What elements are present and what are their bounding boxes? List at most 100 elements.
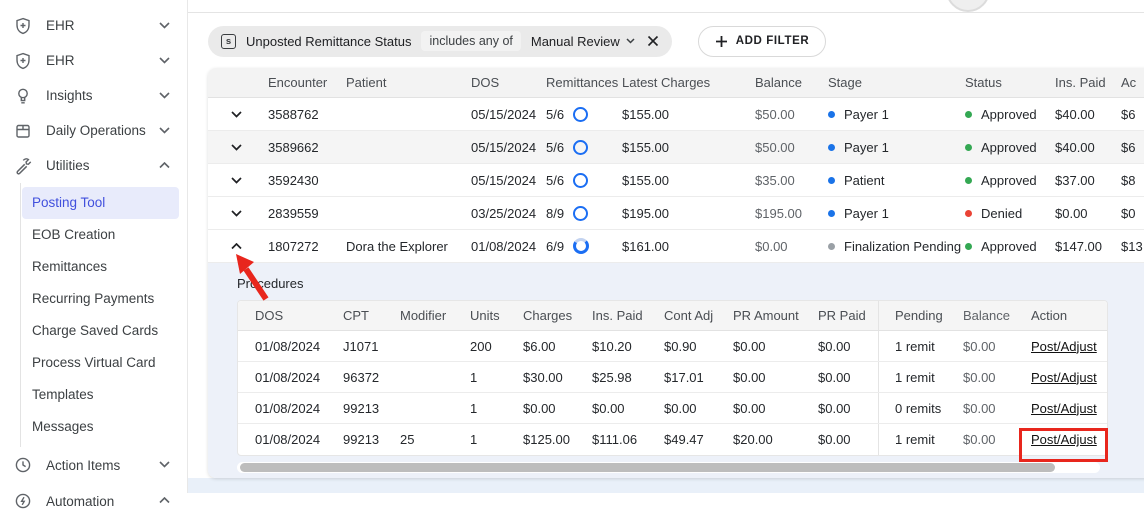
col-header: Ac bbox=[1121, 75, 1137, 90]
col-header: Ins. Paid bbox=[592, 308, 643, 323]
sidebar-item-posting-tool[interactable]: Posting Tool bbox=[22, 187, 179, 219]
stage-dot bbox=[828, 176, 835, 184]
stage-label: Payer 1 bbox=[844, 106, 889, 122]
filter-remove-icon[interactable] bbox=[647, 35, 659, 47]
expanded-row-panel: Procedures DOS CPT Modifier Units Charge… bbox=[208, 263, 1144, 478]
stage-label: Payer 1 bbox=[844, 205, 889, 221]
table-row[interactable]: 2839559 03/25/2024 8/9 $195.00 $195.00 P… bbox=[208, 197, 1144, 230]
chevron-up-icon bbox=[159, 497, 171, 505]
sidebar-item-remittances[interactable]: Remittances bbox=[32, 259, 108, 274]
dos: 05/15/2024 bbox=[471, 106, 537, 122]
sidebar-item-insights[interactable]: Insights bbox=[0, 78, 187, 113]
latest-charges: $195.00 bbox=[622, 205, 669, 221]
sidebar-item-label: Utilities bbox=[46, 158, 90, 173]
scrollbar-thumb[interactable] bbox=[240, 463, 1055, 472]
sidebar-item-daily-operations[interactable]: Daily Operations bbox=[0, 113, 187, 148]
horizontal-scrollbar[interactable] bbox=[237, 462, 1100, 473]
chevron-down-icon bbox=[159, 461, 171, 469]
stage-label: Patient bbox=[844, 172, 885, 188]
encounter-id: 3588762 bbox=[268, 106, 319, 122]
status-dot bbox=[965, 143, 972, 151]
procedures-table: DOS CPT Modifier Units Charges Ins. Paid… bbox=[237, 300, 1108, 456]
clipped-cell: $0 bbox=[1121, 205, 1136, 221]
clipped-cell: $6 bbox=[1121, 106, 1136, 122]
filter-bar: s Unposted Remittance Status includes an… bbox=[208, 25, 827, 57]
encounter-id: 3592430 bbox=[268, 172, 319, 188]
col-header: CPT bbox=[343, 308, 369, 323]
col-header: Encounter bbox=[268, 75, 328, 90]
stage-dot bbox=[828, 209, 835, 217]
expand-row-button[interactable] bbox=[227, 140, 246, 155]
sidebar-item-process-virtual-card[interactable]: Process Virtual Card bbox=[32, 355, 156, 370]
procedure-row: 01/08/2024 99213 25 1 $125.00 $111.06 $4… bbox=[238, 424, 1107, 455]
expand-row-button[interactable] bbox=[227, 206, 246, 221]
ins-paid: $147.00 bbox=[1055, 238, 1102, 254]
filter-pill[interactable]: s Unposted Remittance Status includes an… bbox=[208, 25, 672, 57]
remittance-progress-icon bbox=[573, 172, 589, 188]
encounters-table: Encounter Patient DOS Remittances Latest… bbox=[208, 68, 1144, 478]
clock-icon bbox=[14, 456, 32, 474]
sidebar-item-automation[interactable]: Automation bbox=[0, 483, 187, 519]
stage-label: Finalization Pending bbox=[844, 238, 961, 254]
col-header: Cont Adj bbox=[664, 308, 714, 323]
sidebar-item-recurring-payments[interactable]: Recurring Payments bbox=[32, 291, 155, 306]
expand-row-button[interactable] bbox=[227, 173, 246, 188]
filter-value-dropdown[interactable]: Manual Review bbox=[531, 34, 635, 49]
wrench-icon bbox=[14, 157, 32, 175]
sidebar-item-eob-creation[interactable]: EOB Creation bbox=[32, 227, 116, 242]
add-filter-button[interactable]: ADD FILTER bbox=[697, 25, 827, 57]
ins-paid: $40.00 bbox=[1055, 106, 1095, 122]
status-label: Approved bbox=[981, 139, 1037, 155]
col-header: Status bbox=[965, 75, 1002, 90]
procedures-header-row: DOS CPT Modifier Units Charges Ins. Paid… bbox=[238, 301, 1107, 331]
sidebar-item-templates[interactable]: Templates bbox=[32, 387, 94, 402]
post-adjust-link[interactable]: Post/Adjust bbox=[1031, 369, 1097, 385]
sidebar-item-label: Action Items bbox=[46, 457, 121, 473]
avatar[interactable] bbox=[946, 0, 990, 12]
dos: 05/15/2024 bbox=[471, 139, 537, 155]
page-background bbox=[188, 478, 1144, 493]
remittance-count: 8/9 bbox=[546, 205, 565, 221]
sidebar-item-utilities[interactable]: Utilities bbox=[0, 148, 187, 183]
table-row-expanded[interactable]: 1807272 Dora the Explorer 01/08/2024 6/9… bbox=[208, 230, 1144, 263]
post-adjust-link[interactable]: Post/Adjust bbox=[1031, 400, 1097, 416]
sidebar-item-action-items[interactable]: Action Items bbox=[0, 447, 187, 483]
calendar-icon bbox=[14, 122, 32, 140]
post-adjust-link-highlighted[interactable]: Post/Adjust bbox=[1031, 432, 1097, 447]
sidebar-item-charge-saved-cards[interactable]: Charge Saved Cards bbox=[32, 323, 159, 338]
dos: 01/08/2024 bbox=[471, 238, 537, 254]
remittance-count: 5/6 bbox=[546, 172, 565, 188]
status-label: Denied bbox=[981, 205, 1023, 221]
chevron-down-icon bbox=[159, 91, 171, 100]
col-header: Action bbox=[1031, 308, 1068, 323]
sidebar-item-messages[interactable]: Messages bbox=[32, 419, 94, 434]
chevron-down-icon bbox=[159, 126, 171, 135]
sidebar-item-ehr-1[interactable]: EHR bbox=[0, 8, 187, 43]
procedures-title: Procedures bbox=[237, 276, 304, 291]
col-header: PR Paid bbox=[818, 308, 866, 323]
clipped-cell: $13 bbox=[1121, 238, 1143, 254]
sidebar: EHR EHR Insights Daily Operations Utilit… bbox=[0, 0, 188, 509]
expand-row-button[interactable] bbox=[227, 107, 246, 122]
status-label: Approved bbox=[981, 172, 1037, 188]
table-row[interactable]: 3589662 05/15/2024 5/6 $155.00 $50.00 Pa… bbox=[208, 131, 1144, 164]
table-row[interactable]: 3588762 05/15/2024 5/6 $155.00 $50.00 Pa… bbox=[208, 98, 1144, 131]
collapse-row-button[interactable] bbox=[227, 239, 246, 254]
latest-charges: $155.00 bbox=[622, 172, 669, 188]
col-header: Remittances bbox=[546, 75, 618, 90]
table-row[interactable]: 3592430 05/15/2024 5/6 $155.00 $35.00 Pa… bbox=[208, 164, 1144, 197]
post-adjust-link[interactable]: Post/Adjust bbox=[1031, 338, 1097, 354]
stage-dot bbox=[828, 143, 835, 151]
remittance-count: 6/9 bbox=[546, 238, 565, 254]
status-dot bbox=[965, 209, 972, 217]
dos: 05/15/2024 bbox=[471, 172, 537, 188]
sidebar-item-ehr-2[interactable]: EHR bbox=[0, 43, 187, 78]
remittance-count: 5/6 bbox=[546, 106, 565, 122]
filter-operator[interactable]: includes any of bbox=[421, 31, 521, 51]
remittance-progress-icon bbox=[573, 205, 589, 221]
stage-label: Payer 1 bbox=[844, 139, 889, 155]
lightbulb-icon bbox=[14, 87, 32, 105]
col-header: Latest Charges bbox=[622, 75, 711, 90]
chevron-up-icon bbox=[159, 161, 171, 170]
ins-paid: $0.00 bbox=[1055, 205, 1088, 221]
